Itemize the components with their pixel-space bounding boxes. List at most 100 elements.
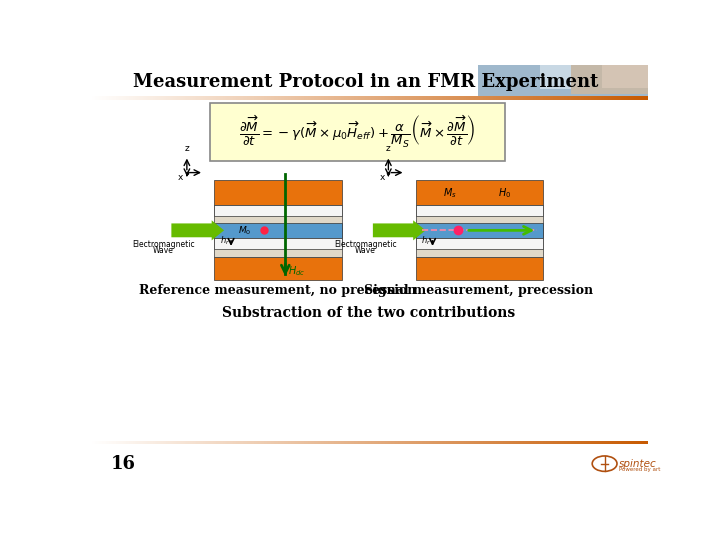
Bar xyxy=(475,96,476,100)
Bar xyxy=(258,441,259,444)
Bar xyxy=(316,96,317,100)
Bar xyxy=(196,96,197,100)
Bar xyxy=(472,441,473,444)
Bar xyxy=(285,441,286,444)
Bar xyxy=(350,96,351,100)
Bar xyxy=(147,441,148,444)
Bar xyxy=(578,96,579,100)
Bar xyxy=(506,441,507,444)
Bar xyxy=(548,96,549,100)
Bar xyxy=(427,96,428,100)
Bar xyxy=(493,96,494,100)
Bar xyxy=(474,441,475,444)
Bar xyxy=(452,96,453,100)
Text: Electromagnetic: Electromagnetic xyxy=(132,240,195,249)
Bar xyxy=(202,441,203,444)
Bar xyxy=(625,96,626,100)
Bar xyxy=(436,441,437,444)
Bar xyxy=(359,96,360,100)
Bar xyxy=(364,441,365,444)
Bar xyxy=(122,441,123,444)
Bar xyxy=(98,441,99,444)
Bar xyxy=(547,96,548,100)
Bar xyxy=(188,96,189,100)
Bar xyxy=(331,96,332,100)
Bar xyxy=(596,441,597,444)
Bar xyxy=(175,96,176,100)
Bar xyxy=(383,96,384,100)
Bar xyxy=(416,441,417,444)
Bar xyxy=(646,441,647,444)
Bar xyxy=(540,441,541,444)
Bar xyxy=(163,96,164,100)
Bar xyxy=(519,441,520,444)
Bar xyxy=(317,96,318,100)
Bar xyxy=(422,96,423,100)
Bar xyxy=(182,441,183,444)
Bar xyxy=(496,96,497,100)
Bar xyxy=(92,96,93,100)
Bar xyxy=(629,96,630,100)
Bar xyxy=(568,96,569,100)
Bar xyxy=(91,441,92,444)
Bar xyxy=(608,441,609,444)
Bar xyxy=(335,441,336,444)
Bar xyxy=(371,441,372,444)
Bar xyxy=(295,441,296,444)
Bar xyxy=(402,96,403,100)
Bar xyxy=(566,96,567,100)
Bar xyxy=(330,441,331,444)
Bar xyxy=(172,96,173,100)
Bar xyxy=(363,441,364,444)
Bar xyxy=(274,441,275,444)
Bar xyxy=(251,96,252,100)
Bar xyxy=(223,96,224,100)
Bar xyxy=(366,96,367,100)
Bar xyxy=(120,96,121,100)
Bar xyxy=(506,96,507,100)
Bar xyxy=(99,96,100,100)
Bar xyxy=(138,96,139,100)
Bar xyxy=(622,441,624,444)
Bar xyxy=(356,96,357,100)
Bar xyxy=(337,96,338,100)
Bar xyxy=(321,96,322,100)
Bar xyxy=(424,441,425,444)
Bar xyxy=(522,96,523,100)
Bar xyxy=(398,96,399,100)
Bar xyxy=(241,441,242,444)
Bar xyxy=(486,441,487,444)
Bar xyxy=(164,441,165,444)
Bar xyxy=(189,96,190,100)
Bar xyxy=(558,441,559,444)
Bar xyxy=(639,96,640,100)
Bar xyxy=(204,96,205,100)
Bar xyxy=(534,441,535,444)
Bar xyxy=(476,96,477,100)
Bar xyxy=(591,96,592,100)
Bar xyxy=(601,96,602,100)
Bar xyxy=(361,96,362,100)
Bar xyxy=(570,65,648,94)
Bar xyxy=(477,65,648,97)
Bar xyxy=(313,96,314,100)
Bar xyxy=(161,441,162,444)
Bar xyxy=(193,96,194,100)
Bar xyxy=(499,441,500,444)
Bar xyxy=(475,441,476,444)
Bar xyxy=(207,96,208,100)
Text: Wave: Wave xyxy=(153,246,174,255)
Bar xyxy=(610,96,611,100)
Bar xyxy=(276,441,277,444)
Bar xyxy=(187,441,188,444)
Bar xyxy=(452,441,453,444)
Bar xyxy=(102,96,103,100)
Bar xyxy=(290,441,291,444)
Bar xyxy=(537,441,538,444)
Bar xyxy=(479,96,480,100)
Bar xyxy=(183,96,184,100)
Bar xyxy=(209,441,210,444)
Bar xyxy=(352,441,353,444)
Bar xyxy=(423,96,424,100)
Bar xyxy=(212,96,213,100)
